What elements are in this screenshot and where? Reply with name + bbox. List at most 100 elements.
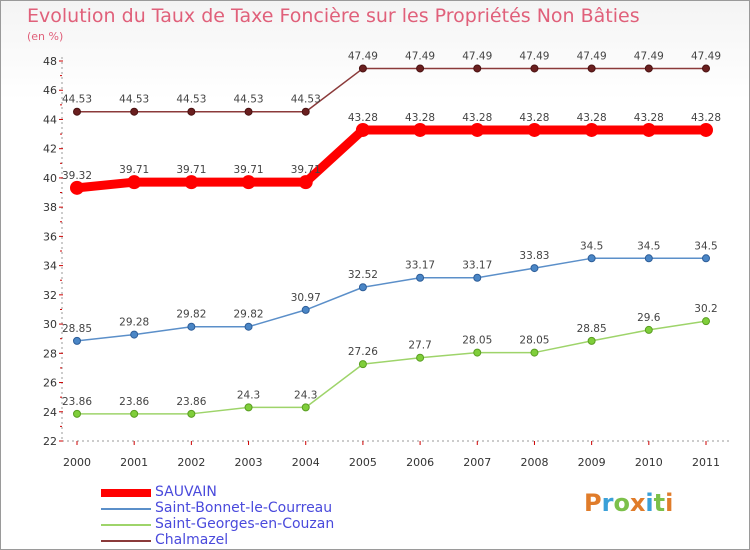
data-label: 44.53 <box>234 94 264 106</box>
data-point <box>473 273 482 282</box>
y-tick-label: 36 <box>43 230 57 243</box>
data-point <box>470 122 485 137</box>
data-point <box>473 348 482 357</box>
legend-label: Saint-Georges-en-Couzan <box>155 516 335 532</box>
data-point <box>587 254 596 263</box>
data-point <box>301 403 310 412</box>
axes: 22 24 26 28 30 32 34 36 38 40 42 44 46 48 2000 2001 2002… <box>43 55 731 469</box>
data-point <box>127 175 142 190</box>
data-label: 27.7 <box>408 340 431 352</box>
data-label: 34.5 <box>637 240 660 252</box>
logo-letter: o <box>613 489 630 517</box>
data-point <box>530 64 539 73</box>
data-point <box>244 107 253 116</box>
data-label: 47.49 <box>348 50 378 62</box>
y-tick-label: 46 <box>43 84 57 97</box>
data-label: 39.71 <box>234 164 264 176</box>
legend-swatch <box>101 524 151 526</box>
data-point <box>644 254 653 263</box>
data-label: 43.28 <box>634 112 664 124</box>
data-label: 47.49 <box>577 50 607 62</box>
data-label: 39.71 <box>291 164 321 176</box>
data-label: 28.85 <box>577 323 607 335</box>
data-label: 47.49 <box>519 50 549 62</box>
data-label: 23.86 <box>176 396 206 408</box>
data-point <box>301 107 310 116</box>
legend-label: Saint-Bonnet-le-Courreau <box>155 500 333 516</box>
data-label: 28.05 <box>519 335 549 347</box>
data-point <box>73 107 81 116</box>
x-tick-label: 2006 <box>406 456 434 469</box>
data-point <box>702 254 710 263</box>
data-label: 34.5 <box>694 240 717 252</box>
data-point <box>644 325 653 334</box>
y-tick-label: 28 <box>43 347 57 360</box>
data-point <box>641 122 656 137</box>
series-line <box>76 320 707 415</box>
y-tick-label: 26 <box>43 377 57 390</box>
data-point <box>73 336 81 345</box>
y-tick-label: 44 <box>43 113 57 126</box>
data-point <box>130 409 139 418</box>
x-tick-label: 2002 <box>177 456 205 469</box>
x-tick-label: 2010 <box>635 456 663 469</box>
data-point <box>187 322 196 331</box>
y-tick-label: 42 <box>43 143 57 156</box>
data-point <box>244 403 253 412</box>
x-tick-label: 2008 <box>520 456 548 469</box>
logo-letter: t <box>653 489 666 517</box>
data-label: 29.82 <box>176 309 206 321</box>
data-label: 29.28 <box>119 317 149 329</box>
data-label: 34.5 <box>580 240 603 252</box>
data-label: 43.28 <box>348 112 378 124</box>
data-point <box>699 122 713 137</box>
data-label: 43.28 <box>519 112 549 124</box>
data-point <box>702 64 710 73</box>
data-label: 33.17 <box>405 260 435 272</box>
data-point <box>241 175 256 190</box>
series-line <box>72 125 711 193</box>
data-label: 33.83 <box>519 250 549 262</box>
data-label: 43.28 <box>462 112 492 124</box>
data-label: 33.17 <box>462 260 492 272</box>
legend-label: Chalmazel <box>155 532 229 548</box>
data-label: 24.3 <box>237 389 260 401</box>
legend-swatch <box>101 489 151 497</box>
data-point <box>530 264 539 273</box>
data-point <box>416 273 425 282</box>
logo-letter: x <box>629 489 646 517</box>
data-point <box>413 122 428 137</box>
legend-swatch <box>101 508 151 510</box>
data-point <box>130 107 139 116</box>
data-label: 44.53 <box>176 94 206 106</box>
series-line <box>76 257 707 342</box>
series-line <box>76 67 707 113</box>
logo-letter: i <box>645 489 654 517</box>
x-tick-label: 2009 <box>578 456 606 469</box>
data-point <box>130 330 139 339</box>
y-tick-label: 40 <box>43 172 57 185</box>
data-point <box>358 360 367 369</box>
data-point <box>358 283 367 292</box>
data-point <box>298 175 313 190</box>
y-tick-label: 32 <box>43 289 57 302</box>
y-tick-label: 24 <box>43 406 57 419</box>
data-label: 30.2 <box>694 303 717 315</box>
data-point <box>73 409 81 418</box>
data-point <box>358 64 367 73</box>
chart-title: Evolution du Taux de Taxe Foncière sur l… <box>27 5 640 27</box>
data-point <box>527 122 542 137</box>
data-point <box>301 305 310 314</box>
data-point <box>187 409 196 418</box>
data-point <box>355 122 370 137</box>
x-tick-label: 2000 <box>63 456 91 469</box>
logo-letter: P <box>584 489 602 517</box>
x-tick-label: 2004 <box>292 456 320 469</box>
data-label: 44.53 <box>291 94 321 106</box>
y-tick-label: 22 <box>43 435 57 448</box>
legend-swatch <box>101 540 151 542</box>
data-point <box>70 180 84 195</box>
data-point <box>473 64 482 73</box>
